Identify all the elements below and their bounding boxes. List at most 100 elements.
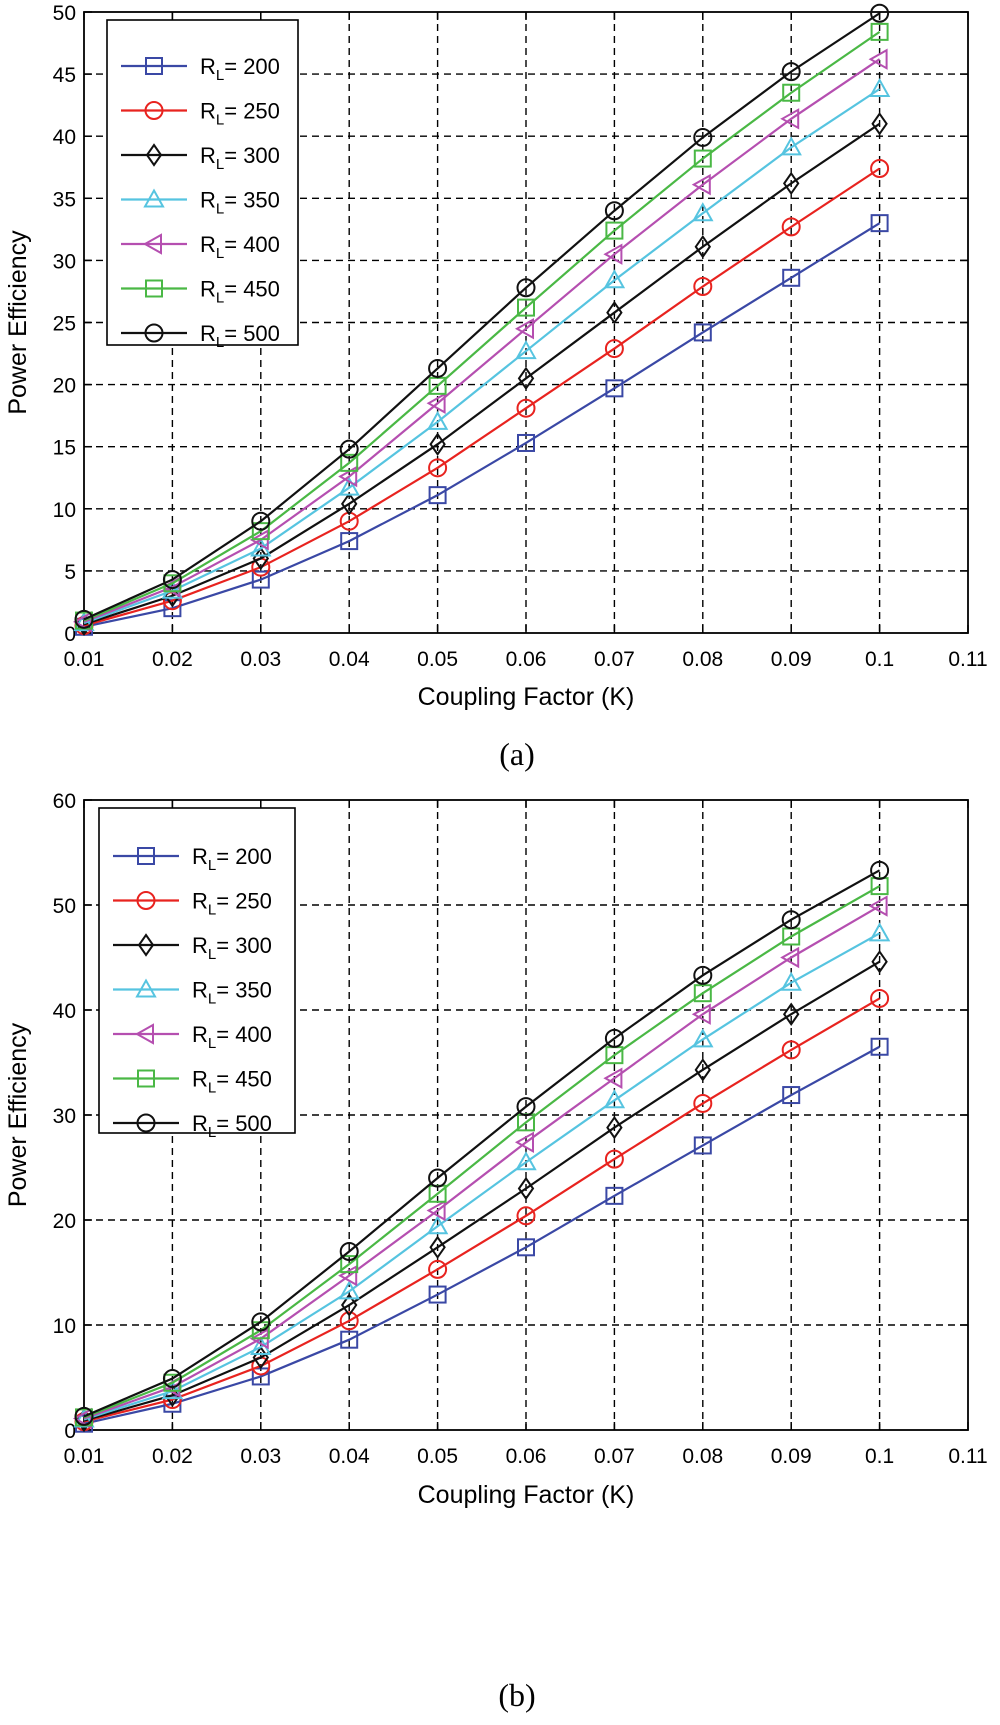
legend-marker	[145, 57, 163, 75]
series-line-rl-450	[83, 885, 881, 1419]
data-point-rl-350	[515, 1151, 537, 1171]
series-rl-250	[74, 988, 890, 1432]
y-axis-label: Power Efficiency	[4, 1022, 32, 1207]
y-tick-label: 45	[53, 64, 76, 87]
data-point-rl-250	[339, 1311, 359, 1331]
data-point-rl-500	[428, 358, 448, 378]
legend-entry-rl-450: RL= 450	[121, 277, 280, 307]
y-tick-label: 0	[64, 623, 76, 646]
data-point-rl-450	[782, 83, 801, 102]
y-tick-label: 30	[53, 250, 76, 273]
data-point-rl-300	[871, 112, 888, 136]
series-rl-350	[73, 77, 891, 632]
data-point-rl-350	[692, 1028, 714, 1048]
x-tick-label: 0.08	[682, 1445, 723, 1468]
legend-marker	[143, 188, 165, 208]
series-line-rl-500	[83, 12, 881, 621]
legend-label: RL= 450	[192, 1067, 272, 1097]
legend-entry-rl-400: RL= 400	[113, 1022, 272, 1052]
data-point-rl-200	[428, 1285, 447, 1304]
y-tick-label: 60	[53, 790, 76, 813]
data-point-rl-200	[870, 214, 889, 233]
data-point-rl-450	[251, 522, 270, 541]
x-tick-label: 0.07	[594, 648, 635, 671]
x-tick-label: 0.02	[152, 1445, 193, 1468]
data-point-rl-300	[606, 300, 623, 325]
data-point-rl-350	[73, 612, 95, 632]
legend-label: RL= 450	[200, 277, 280, 307]
data-point-rl-350	[780, 136, 802, 156]
data-point-rl-250	[870, 988, 890, 1008]
data-point-rl-300	[694, 1058, 712, 1082]
data-point-rl-200	[605, 379, 624, 398]
data-point-rl-250	[516, 1206, 536, 1226]
x-tick-label: 0.06	[506, 648, 547, 671]
chart-panel-b: 0.01 0.02 0.03 0.04 0.05 0.06 0.07 0.08 0.09 0.1 0…	[4, 790, 988, 1713]
data-point-rl-200	[251, 570, 270, 589]
legend-label: RL= 500	[200, 321, 280, 351]
legend-marker	[142, 233, 162, 255]
data-point-rl-450	[517, 298, 535, 317]
data-point-rl-200	[782, 268, 801, 287]
legend-marker	[137, 1069, 155, 1088]
legend-label: RL= 350	[192, 978, 272, 1008]
legend-entry-rl-450: RL= 450	[113, 1067, 272, 1097]
data-point-rl-200	[340, 1330, 359, 1349]
x-tick-label: 0.06	[506, 1445, 547, 1468]
figure-caption: (b)	[498, 1677, 535, 1713]
data-point-rl-300	[429, 1235, 446, 1260]
legend-marker	[135, 978, 157, 998]
data-point-rl-450	[340, 1255, 359, 1274]
legend-entry-rl-200: RL= 200	[121, 54, 280, 84]
data-point-rl-300	[340, 492, 358, 516]
data-point-rl-450	[693, 984, 712, 1003]
series-line-rl-400	[83, 58, 881, 623]
data-point-rl-400	[426, 392, 446, 414]
data-point-rl-400	[514, 318, 534, 340]
x-tick-label: 0.05	[417, 1445, 458, 1468]
x-tick-label: 0.1	[865, 1445, 894, 1468]
data-point-rl-400	[338, 465, 358, 488]
legend-entry-rl-200: RL= 200	[113, 844, 272, 874]
data-point-rl-250	[870, 158, 890, 178]
y-tick-label: 35	[53, 188, 76, 211]
data-point-rl-450	[693, 149, 712, 168]
data-point-rl-200	[517, 433, 535, 452]
data-point-rl-350	[780, 971, 802, 991]
x-tick-label: 0.05	[417, 648, 458, 671]
axes-frame	[83, 799, 969, 1431]
legend-marker	[136, 891, 156, 910]
figure-caption: (a)	[499, 736, 535, 772]
data-point-rl-300	[429, 432, 446, 456]
legend-marker	[137, 933, 155, 957]
data-point-rl-500	[781, 910, 801, 930]
legend-entry-rl-300: RL= 300	[121, 143, 280, 173]
legend-box	[106, 19, 299, 346]
legend-marker	[136, 1113, 156, 1133]
data-point-rl-400	[780, 946, 800, 969]
series-line-rl-350	[83, 88, 881, 625]
data-point-rl-350	[603, 269, 626, 289]
data-point-rl-500	[251, 1312, 271, 1332]
series-line-rl-400	[83, 905, 881, 1420]
y-tick-label: 40	[53, 1000, 76, 1023]
y-tick-label: 25	[53, 313, 76, 336]
legend-label: RL= 300	[192, 933, 272, 963]
legend-label: RL= 250	[200, 99, 280, 129]
data-point-rl-500	[516, 1097, 536, 1117]
data-point-rl-250	[604, 1149, 624, 1169]
legend-entry-rl-250: RL= 250	[113, 889, 272, 919]
legend-label: RL= 200	[200, 54, 280, 84]
x-axis-label: Coupling Factor (K)	[418, 683, 635, 711]
data-point-rl-500	[251, 511, 271, 531]
data-point-rl-300	[517, 1176, 535, 1201]
data-point-rl-300	[340, 1293, 358, 1317]
legend: RL= 200 RL= 250 RL= 300 RL= 350 RL= 400 RL= 4…	[106, 19, 299, 351]
data-point-rl-500	[74, 609, 94, 629]
data-point-rl-200	[870, 1037, 889, 1056]
series-line-rl-200	[83, 222, 881, 628]
data-point-rl-400	[603, 243, 623, 265]
data-point-rl-200	[605, 1186, 624, 1205]
data-point-rl-450	[870, 22, 889, 41]
series-line-rl-450	[83, 30, 881, 622]
